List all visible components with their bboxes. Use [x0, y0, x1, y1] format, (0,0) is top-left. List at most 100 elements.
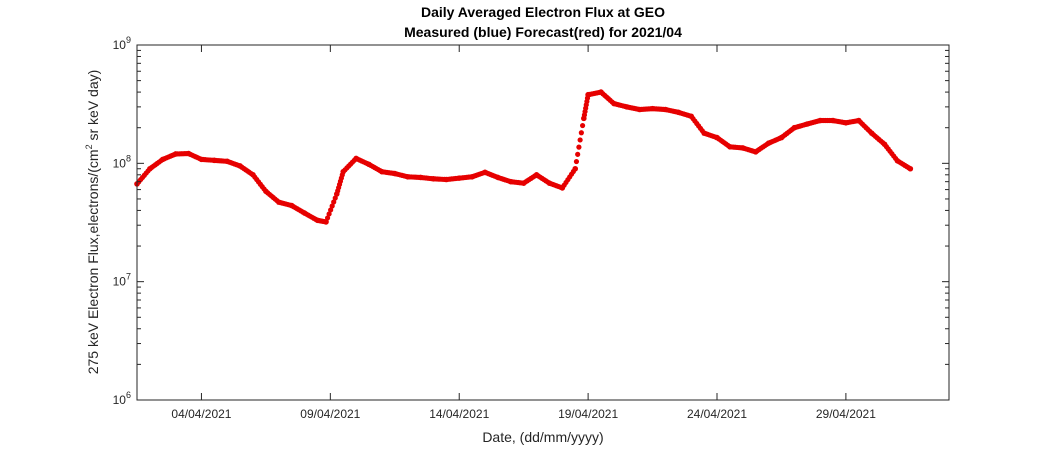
y-tick-base: 10	[113, 275, 127, 289]
interp-point	[573, 158, 580, 165]
y-axis-label: 275 keV Electron Flux,electrons/(cm2 sr …	[84, 70, 101, 375]
data-point	[366, 161, 372, 168]
data-point	[817, 117, 823, 124]
data-point	[662, 106, 669, 113]
data-point	[546, 180, 553, 186]
x-tick-label: 24/04/2021	[687, 407, 747, 421]
data-point	[288, 202, 295, 209]
data-point	[701, 130, 707, 136]
y-tick-label: 107	[113, 272, 131, 289]
data-point	[843, 120, 849, 126]
data-point	[739, 145, 746, 151]
data-point	[147, 165, 153, 172]
y-axis-label-rest: sr keV day)	[85, 70, 101, 145]
y-tick-exponent: 8	[126, 153, 131, 163]
interp-point	[575, 151, 581, 157]
data-point	[507, 178, 514, 185]
data-point	[675, 109, 682, 116]
interp-point	[329, 203, 335, 209]
x-tick-label: 04/04/2021	[171, 407, 231, 421]
data-point	[340, 168, 347, 175]
data-point	[469, 173, 475, 180]
data-point	[482, 169, 488, 176]
interp-point	[326, 211, 332, 217]
data-point	[636, 106, 643, 113]
data-point	[894, 158, 901, 164]
data-point	[520, 180, 527, 186]
data-point	[791, 124, 798, 131]
y-tick-exponent: 6	[126, 390, 131, 400]
data-point	[495, 174, 501, 181]
data-point	[333, 191, 340, 197]
data-point	[172, 151, 179, 157]
data-point	[250, 172, 256, 178]
data-point	[275, 199, 282, 205]
interp-point	[328, 207, 334, 213]
interp-point	[579, 122, 586, 129]
data-point	[714, 134, 720, 141]
data-point	[752, 149, 759, 155]
y-tick-label: 109	[113, 35, 131, 52]
data-point	[572, 165, 579, 172]
data-point	[778, 134, 785, 141]
y-tick-base: 10	[113, 393, 127, 407]
data-point	[855, 117, 862, 124]
x-axis-ticks: 04/04/2021 09/04/2021 14/04/2021 19/04/2021…	[171, 45, 876, 421]
data-point	[456, 175, 463, 181]
data-point	[830, 117, 836, 124]
y-tick-label: 108	[113, 153, 131, 170]
chart-title: Daily Averaged Electron Flux at GEO	[421, 4, 665, 20]
chart-subtitle: Measured (blue) Forecast(red) for 2021/0…	[404, 24, 682, 40]
y-tick-exponent: 7	[126, 272, 131, 282]
y-tick-base: 10	[113, 156, 127, 170]
data-point	[263, 188, 269, 195]
data-point	[649, 105, 656, 112]
y-tick-base: 10	[113, 38, 127, 52]
data-point	[868, 130, 875, 136]
data-point	[391, 170, 398, 177]
data-point	[581, 115, 587, 122]
data-point	[237, 163, 243, 169]
data-point	[185, 150, 192, 157]
data-point	[688, 113, 695, 120]
data-point	[907, 165, 914, 172]
plot-frame	[136, 44, 950, 401]
data-point	[585, 91, 591, 98]
data-point	[224, 158, 231, 165]
x-tick-label: 14/04/2021	[429, 407, 489, 421]
x-tick-label: 19/04/2021	[558, 407, 618, 421]
y-tick-label: 106	[113, 390, 131, 407]
interp-point	[578, 130, 584, 136]
data-point	[353, 155, 359, 162]
data-point	[301, 210, 308, 216]
data-point	[379, 168, 385, 175]
data-point	[727, 143, 733, 150]
data-point	[159, 156, 166, 163]
y-axis-label-superscript: 2	[84, 144, 94, 149]
interp-point	[576, 144, 582, 150]
data-point	[559, 185, 566, 191]
data-point	[404, 173, 411, 180]
data-point	[623, 104, 630, 110]
data-point	[211, 157, 218, 164]
data-point	[323, 219, 329, 225]
data-point	[881, 141, 888, 148]
data-points	[134, 89, 914, 225]
data-point	[430, 176, 437, 182]
y-axis-label-main: 275 keV Electron Flux,electrons/(cm	[85, 149, 101, 374]
x-tick-label: 29/04/2021	[816, 407, 876, 421]
data-point	[765, 140, 772, 146]
interp-point	[577, 137, 583, 143]
interp-point	[331, 199, 337, 205]
data-point	[598, 89, 604, 95]
data-point	[417, 174, 424, 181]
data-point	[314, 217, 321, 224]
y-tick-exponent: 9	[126, 35, 131, 45]
data-point	[804, 121, 811, 127]
data-point	[611, 100, 617, 107]
data-point	[533, 172, 540, 178]
data-point	[198, 156, 205, 163]
